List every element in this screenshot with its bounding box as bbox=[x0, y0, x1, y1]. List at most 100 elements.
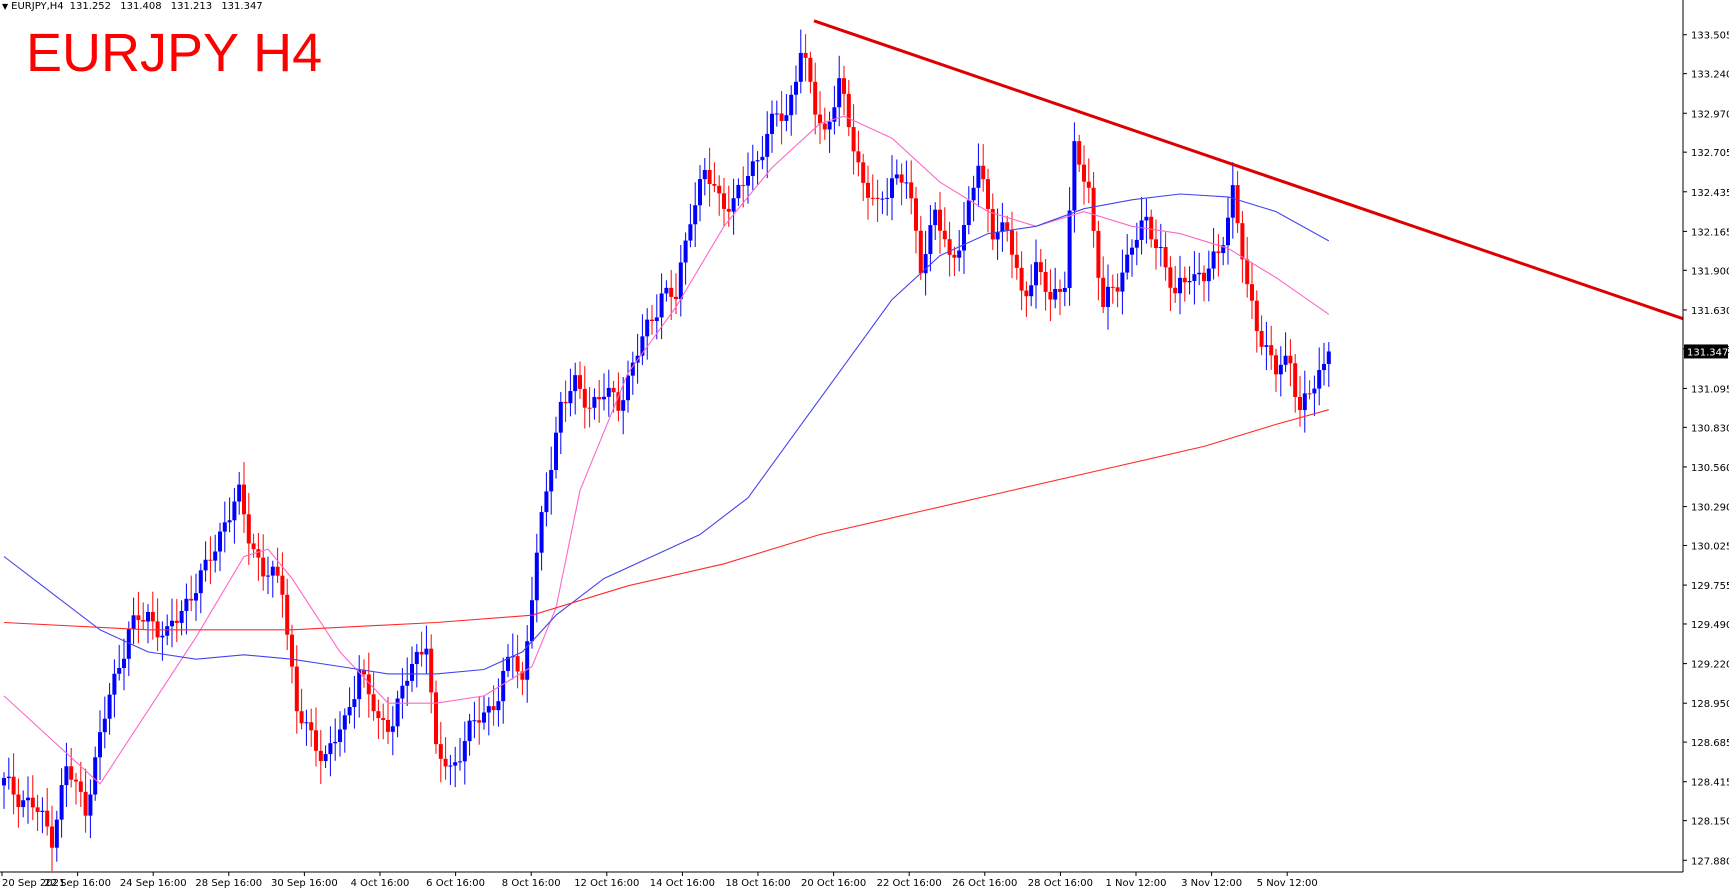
bear-candle bbox=[1014, 231, 1019, 280]
bull-candle bbox=[390, 706, 395, 756]
candle-body bbox=[693, 205, 698, 225]
bear-candle bbox=[650, 305, 654, 335]
bull-candle bbox=[1322, 342, 1326, 386]
candle-body bbox=[741, 184, 746, 186]
candle-body bbox=[11, 776, 16, 795]
candle-body bbox=[458, 761, 462, 763]
bear-candle bbox=[438, 721, 443, 783]
bull-candle bbox=[995, 208, 1000, 260]
moving-average-line-2 bbox=[3, 193, 1330, 675]
bull-candle bbox=[702, 158, 707, 196]
bear-candle bbox=[1163, 232, 1168, 281]
bull-candle bbox=[1317, 347, 1322, 406]
candle-body bbox=[1230, 185, 1235, 218]
candle-body bbox=[179, 610, 184, 623]
bear-candle bbox=[1115, 273, 1120, 308]
candle-body bbox=[760, 156, 765, 161]
candle-body bbox=[918, 230, 923, 274]
bull-candle bbox=[506, 644, 510, 677]
bear-candle bbox=[30, 775, 35, 821]
bear-candle bbox=[669, 270, 674, 320]
bear-candle bbox=[582, 366, 587, 429]
candle-body bbox=[808, 57, 813, 82]
bear-candle bbox=[1254, 290, 1259, 353]
candle-body bbox=[352, 699, 357, 708]
candle-body bbox=[995, 231, 1000, 240]
bear-candle bbox=[1168, 256, 1173, 312]
bull-candle bbox=[213, 534, 218, 573]
candle-body bbox=[621, 400, 626, 411]
bull-candle bbox=[501, 657, 506, 724]
candle-body bbox=[606, 387, 611, 397]
candle-body bbox=[827, 121, 832, 130]
moving-average-line-3 bbox=[3, 409, 1329, 631]
candle-body bbox=[890, 178, 894, 198]
bull-candle bbox=[544, 472, 549, 527]
candle-body bbox=[597, 397, 602, 400]
bear-candle bbox=[846, 80, 851, 137]
bull-candle bbox=[640, 314, 645, 366]
y-tick-label: 133.505 bbox=[1691, 31, 1729, 42]
candle-body bbox=[347, 707, 352, 716]
bear-candle bbox=[371, 672, 376, 721]
bear-candle bbox=[1293, 354, 1298, 413]
candle-body bbox=[496, 701, 501, 711]
candle-body bbox=[390, 726, 395, 732]
bull-candle bbox=[592, 388, 597, 420]
bear-candle bbox=[1082, 145, 1086, 205]
x-tick-label: 22 Sep 16:00 bbox=[44, 878, 111, 889]
bull-candle bbox=[218, 522, 222, 572]
quote-high: 131.408 bbox=[120, 0, 162, 12]
candle-body bbox=[381, 718, 386, 720]
candle-body bbox=[1010, 230, 1014, 255]
bear-candle bbox=[1245, 237, 1250, 298]
bull-candle bbox=[1312, 375, 1317, 416]
candle-body bbox=[328, 743, 333, 755]
bull-candle bbox=[971, 175, 976, 222]
candle-body bbox=[880, 198, 885, 200]
candle-body bbox=[1024, 290, 1029, 297]
bull-candle bbox=[395, 690, 400, 738]
candle-body bbox=[1139, 220, 1144, 240]
candle-body bbox=[1096, 230, 1101, 278]
bull-candle bbox=[789, 85, 794, 136]
y-tick-label: 130.560 bbox=[1691, 463, 1729, 474]
candle-body bbox=[1178, 277, 1182, 294]
candle-body bbox=[366, 674, 371, 695]
bear-candle bbox=[275, 547, 280, 584]
bull-candle bbox=[626, 360, 630, 413]
candle-body bbox=[602, 396, 606, 400]
candle-body bbox=[419, 651, 424, 655]
candle-body bbox=[453, 762, 458, 766]
candle-body bbox=[813, 81, 818, 115]
dropdown-triangle-icon[interactable]: ▼ bbox=[2, 1, 9, 11]
y-tick-label: 132.705 bbox=[1691, 148, 1729, 159]
candle-body bbox=[563, 401, 568, 404]
bull-candle bbox=[424, 625, 429, 674]
candle-body bbox=[654, 317, 659, 322]
candle-body bbox=[50, 826, 54, 848]
bear-candle bbox=[856, 130, 861, 177]
bear-candle bbox=[1077, 134, 1082, 172]
bull-candle bbox=[573, 362, 578, 415]
bear-candle bbox=[69, 747, 74, 788]
candle-body bbox=[1154, 239, 1158, 249]
bull-candle bbox=[890, 155, 894, 221]
bear-candle bbox=[1149, 209, 1154, 248]
bear-candle bbox=[477, 696, 482, 745]
candle-body bbox=[645, 319, 650, 337]
bull-candle bbox=[126, 621, 131, 677]
symbol-header[interactable]: ▼ EURJPY,H4 131.252 131.408 131.213 131.… bbox=[2, 0, 263, 12]
candle-body bbox=[957, 250, 962, 258]
bull-candle bbox=[1206, 250, 1211, 302]
bull-candle bbox=[357, 655, 362, 718]
x-tick-label: 26 Oct 16:00 bbox=[952, 878, 1017, 889]
candle-body bbox=[746, 175, 750, 186]
bull-candle bbox=[146, 604, 150, 644]
candle-body bbox=[208, 559, 213, 561]
candle-body bbox=[1293, 363, 1298, 397]
candle-body bbox=[54, 819, 59, 848]
candle-body bbox=[1173, 287, 1178, 294]
last-price-tag bbox=[1684, 344, 1728, 359]
bull-candle bbox=[2, 772, 6, 809]
